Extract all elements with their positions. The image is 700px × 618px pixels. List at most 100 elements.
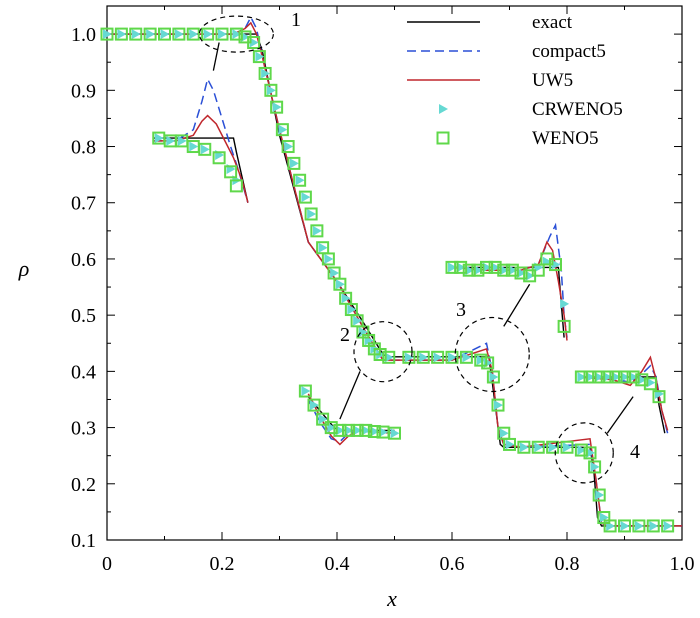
main-weno5-marker (310, 224, 324, 238)
main-weno5-marker (592, 488, 606, 502)
inset2-crweno5-marker (301, 386, 311, 397)
main-crweno5-marker (489, 371, 499, 382)
inset2-weno5-marker (307, 398, 321, 412)
main-crweno5-marker (330, 268, 340, 278)
main-crweno5-marker (295, 175, 305, 186)
inset2-crweno5-marker (390, 428, 400, 439)
inset2-weno5-marker (388, 426, 401, 440)
inset3-weno5-marker (497, 263, 511, 277)
legend: exact compact5 UW5 CRWENO5 WENO5 (407, 12, 623, 149)
main-weno5-marker (129, 27, 143, 41)
main-weno5-marker (264, 83, 278, 97)
main-weno5-marker (646, 519, 660, 533)
main-weno5-marker (143, 27, 157, 41)
inset4-uw5-line (578, 355, 669, 431)
inset4-weno5-marker (592, 370, 606, 384)
y-tick-label: 0.9 (71, 80, 96, 102)
x-axis-label: x (386, 586, 397, 611)
inset3-crweno5-marker (517, 268, 526, 278)
inset-3 (445, 222, 571, 341)
inset3-crweno5-marker (508, 265, 518, 276)
zoom-circle (198, 15, 274, 53)
inset1-uw5-line (153, 114, 249, 203)
legend-label: WENO5 (532, 128, 598, 149)
inset3-weno5-marker (549, 258, 562, 272)
y-tick-label: 0.4 (71, 361, 96, 383)
main-crweno5-marker (312, 225, 322, 236)
x-tick-label: 0.8 (555, 553, 580, 575)
inset3-crweno5-marker (551, 259, 561, 270)
inset4-crweno5-marker (611, 371, 621, 382)
inset2-crweno5-marker (379, 427, 388, 438)
main-weno5-marker (258, 66, 272, 80)
inset4-weno5-marker (652, 390, 666, 404)
inset1-crweno5-marker (189, 141, 199, 152)
inset-4 (574, 355, 669, 434)
main-crweno5-marker (649, 520, 659, 531)
inset2-crweno5-marker (370, 426, 380, 437)
main-crweno5-marker (218, 29, 227, 40)
inset1-crweno5-marker (200, 144, 210, 155)
main-weno5-marker (100, 27, 114, 41)
main-weno5-marker (158, 27, 171, 41)
annotation-label: 4 (630, 441, 640, 463)
main-weno5-marker (474, 353, 488, 367)
main-weno5-marker (215, 27, 229, 41)
main-crweno5-marker (131, 29, 141, 40)
main-weno5-marker (321, 252, 335, 266)
inset4-crweno5-marker (594, 371, 604, 382)
leader-line (503, 283, 531, 327)
zoom-insets (152, 77, 669, 446)
main-crweno5-marker (462, 352, 472, 363)
main-weno5-marker (583, 446, 597, 460)
inset4-weno5-marker (626, 370, 640, 384)
inset3-weno5-marker (471, 263, 485, 277)
main-crweno5-marker (419, 352, 429, 363)
inset4-exact-line (578, 376, 666, 434)
main-crweno5-marker (232, 29, 242, 40)
x-tick-label: 0.4 (325, 553, 350, 575)
inset3-crweno5-marker (491, 262, 501, 273)
inset4-crweno5-marker (620, 371, 630, 382)
main-crweno5-marker (174, 29, 184, 40)
inset3-exact-line (452, 266, 565, 338)
inset4-crweno5-marker (577, 371, 587, 382)
inset2-crweno5-marker (361, 425, 371, 436)
inset3-crweno5-marker (525, 270, 535, 281)
main-crweno5-marker (341, 293, 351, 304)
inset4-weno5-marker (600, 370, 614, 384)
main-crweno5-marker (117, 29, 127, 40)
inset2-weno5-marker (342, 423, 355, 437)
inset1-weno5-marker (229, 179, 243, 193)
y-axis-label: ρ (18, 256, 30, 281)
plot-frame: 0 0.2 0.4 0.6 0.8 1.0 0.1 0.2 0.3 0.4 0.5 0.6 0.7 0.8… (71, 5, 695, 575)
y-tick-label: 0.1 (71, 530, 96, 552)
main-crweno5-marker (499, 428, 509, 439)
legend-label: CRWENO5 (532, 99, 623, 120)
zoom-circle (353, 321, 413, 383)
main-weno5-marker (373, 348, 387, 362)
legend-label: UW5 (532, 70, 573, 91)
y-tick-label: 1.0 (71, 24, 96, 46)
main-crweno5-marker (261, 68, 271, 79)
main-crweno5-marker (404, 352, 414, 363)
main-crweno5-marker (272, 102, 282, 113)
main-crweno5-marker (103, 29, 112, 40)
main-weno5-marker (486, 370, 500, 384)
y-tick-label: 0.5 (71, 305, 96, 327)
main-weno5-marker (298, 190, 312, 204)
main-weno5-marker (588, 460, 602, 474)
inset3-weno5-marker (454, 260, 468, 274)
inset3-compact5-line (451, 222, 568, 338)
main-weno5-marker (618, 519, 631, 533)
main-weno5-marker (402, 350, 416, 364)
inset3-uw5-line (451, 240, 568, 341)
inset1-crweno5-marker (154, 133, 164, 144)
main-crweno5-marker (160, 29, 170, 40)
main-weno5-marker (491, 398, 505, 412)
inset1-exact-line (153, 137, 249, 203)
inset4-weno5-marker (583, 370, 597, 384)
main-weno5-marker (186, 27, 200, 41)
main-weno5-marker (603, 519, 617, 533)
main-crweno5-marker (307, 208, 317, 219)
